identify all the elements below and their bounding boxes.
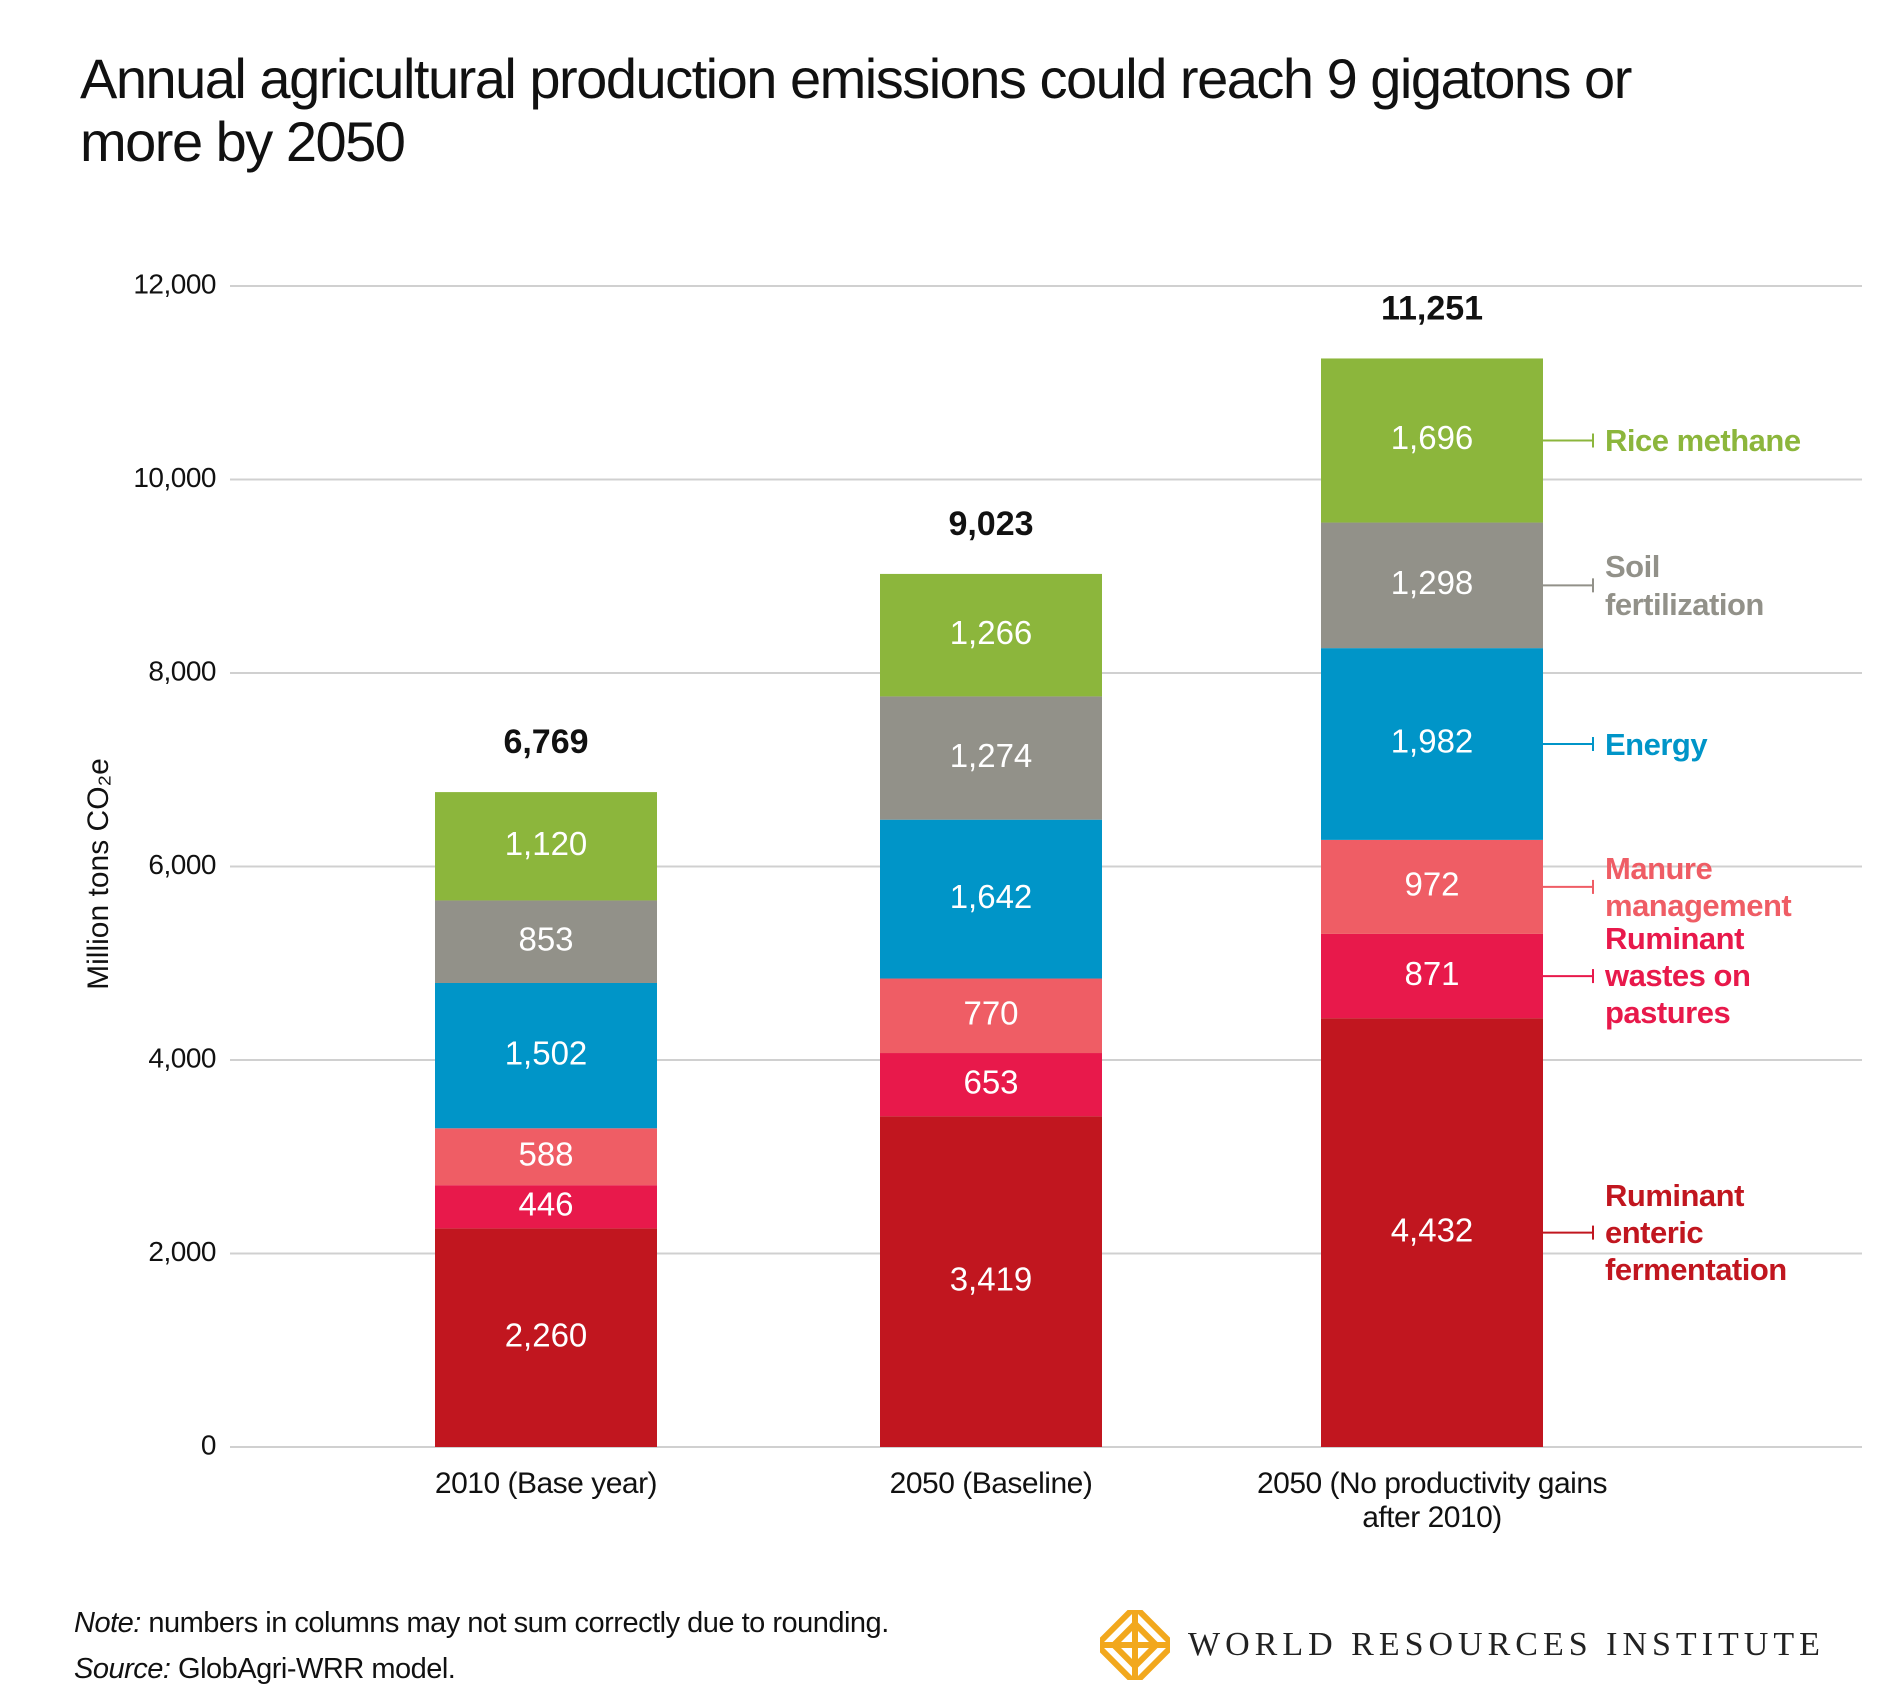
segment-label: 1,642 bbox=[950, 878, 1033, 915]
logo-text: WORLD RESOURCES INSTITUTE bbox=[1188, 1626, 1825, 1663]
segment-label: 871 bbox=[1404, 955, 1459, 992]
y-tick-label: 8,000 bbox=[148, 655, 216, 686]
segment-label: 588 bbox=[518, 1135, 573, 1172]
legend-label: Ruminant enteric fermentation bbox=[1605, 1177, 1787, 1287]
legend-label: Ruminant wastes on pastures bbox=[1605, 921, 1751, 1031]
bar-segment bbox=[1321, 933, 1543, 1019]
chart-title: Annual agricultural production emissions… bbox=[80, 47, 1632, 173]
source: Source: GlobAgri-WRR model. bbox=[74, 1653, 456, 1685]
segment-label: 972 bbox=[1404, 866, 1459, 903]
y-tick-label: 0 bbox=[201, 1429, 216, 1460]
bar-segment bbox=[1321, 358, 1543, 523]
note-text: numbers in columns may not sum correctly… bbox=[148, 1607, 889, 1639]
y-tick-label: 10,000 bbox=[133, 462, 216, 493]
bar-segment bbox=[880, 819, 1102, 979]
logo-icon bbox=[1100, 1610, 1170, 1680]
total-label: 6,769 bbox=[503, 723, 588, 761]
y-axis-label: Million tons CO₂e bbox=[82, 758, 115, 990]
note-label: Note: bbox=[74, 1607, 141, 1639]
bar-segment bbox=[1321, 839, 1543, 934]
segment-label: 1,120 bbox=[505, 825, 588, 862]
legend-label: Energy bbox=[1605, 726, 1708, 762]
bar-segment bbox=[1321, 522, 1543, 649]
bar-segment bbox=[880, 1053, 1102, 1117]
segment-label: 1,982 bbox=[1391, 723, 1474, 760]
x-tick-label: 2010 (Base year) bbox=[434, 1467, 658, 1500]
segment-label: 446 bbox=[518, 1185, 573, 1222]
bar-segment bbox=[435, 1185, 657, 1229]
segment-label: 4,432 bbox=[1391, 1211, 1474, 1248]
segment-label: 3,419 bbox=[950, 1260, 1033, 1297]
bar-segment bbox=[880, 1116, 1102, 1447]
source-label: Source: bbox=[74, 1653, 171, 1685]
x-tick-label: 2050 (Baseline) bbox=[889, 1467, 1093, 1500]
bar-segment bbox=[880, 696, 1102, 820]
segment-label: 853 bbox=[518, 920, 573, 957]
segment-label: 770 bbox=[963, 995, 1018, 1032]
total-label: 11,251 bbox=[1381, 289, 1483, 327]
bar-segment bbox=[880, 978, 1102, 1054]
total-label: 9,023 bbox=[948, 505, 1033, 543]
legend-label: Manure management bbox=[1605, 850, 1792, 924]
y-tick-label: 2,000 bbox=[148, 1236, 216, 1267]
bar-segment bbox=[435, 792, 657, 901]
y-tick-label: 12,000 bbox=[133, 268, 216, 299]
y-tick-label: 6,000 bbox=[148, 849, 216, 880]
legend-label: Soil fertilization bbox=[1605, 549, 1764, 622]
bar-segment bbox=[435, 1128, 657, 1186]
bar-segment bbox=[435, 900, 657, 983]
bar-segment bbox=[1321, 648, 1543, 840]
segment-label: 1,502 bbox=[505, 1034, 588, 1071]
x-tick-label: 2050 (No productivity gains after 2010) bbox=[1256, 1467, 1608, 1534]
segment-label: 1,696 bbox=[1391, 419, 1474, 456]
y-tick-label: 4,000 bbox=[148, 1042, 216, 1073]
bar-segment bbox=[435, 982, 657, 1129]
segment-label: 2,260 bbox=[505, 1316, 588, 1353]
source-text: GlobAgri-WRR model. bbox=[178, 1653, 456, 1685]
segment-label: 653 bbox=[963, 1063, 1018, 1100]
segment-label: 1,266 bbox=[950, 614, 1033, 651]
segment-label: 1,298 bbox=[1391, 564, 1474, 601]
bar-segment bbox=[435, 1228, 657, 1447]
segment-label: 1,274 bbox=[950, 737, 1033, 774]
note: Note: numbers in columns may not sum cor… bbox=[74, 1607, 889, 1639]
bar-segment bbox=[880, 573, 1102, 697]
bar-segment bbox=[1321, 1018, 1543, 1447]
legend-label: Rice methane bbox=[1605, 423, 1801, 458]
